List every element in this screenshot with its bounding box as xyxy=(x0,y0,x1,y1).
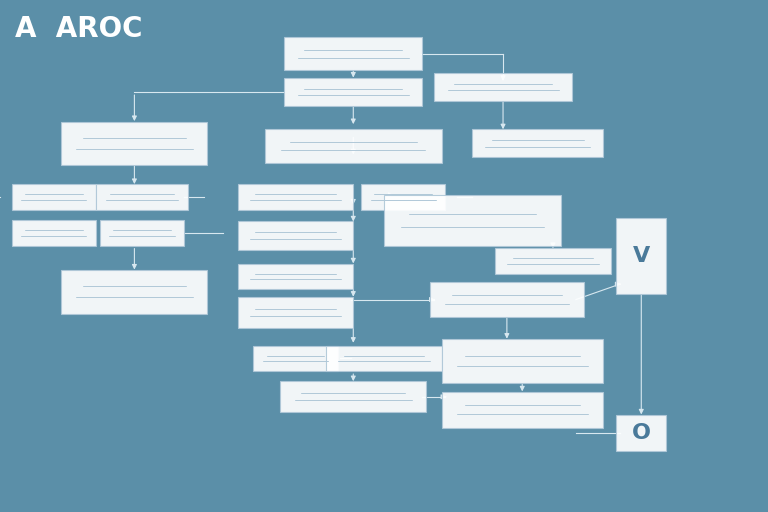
FancyBboxPatch shape xyxy=(361,184,445,210)
FancyBboxPatch shape xyxy=(238,221,353,249)
FancyBboxPatch shape xyxy=(12,184,96,210)
FancyBboxPatch shape xyxy=(96,184,188,210)
FancyBboxPatch shape xyxy=(265,129,442,163)
FancyBboxPatch shape xyxy=(284,78,422,106)
FancyBboxPatch shape xyxy=(430,282,584,317)
FancyBboxPatch shape xyxy=(326,346,442,371)
FancyBboxPatch shape xyxy=(238,184,353,210)
FancyBboxPatch shape xyxy=(616,218,666,294)
FancyBboxPatch shape xyxy=(384,195,561,246)
FancyBboxPatch shape xyxy=(495,248,611,274)
FancyBboxPatch shape xyxy=(12,220,96,246)
FancyBboxPatch shape xyxy=(280,381,426,412)
FancyBboxPatch shape xyxy=(253,346,338,371)
Text: O: O xyxy=(632,422,650,443)
FancyBboxPatch shape xyxy=(61,122,207,165)
FancyBboxPatch shape xyxy=(238,264,353,289)
Text: A  AROC: A AROC xyxy=(15,15,143,44)
Text: V: V xyxy=(633,246,650,266)
FancyBboxPatch shape xyxy=(61,270,207,313)
FancyBboxPatch shape xyxy=(442,392,603,428)
FancyBboxPatch shape xyxy=(284,37,422,70)
FancyBboxPatch shape xyxy=(238,297,353,328)
FancyBboxPatch shape xyxy=(434,73,572,101)
FancyBboxPatch shape xyxy=(442,339,603,383)
FancyBboxPatch shape xyxy=(472,129,603,158)
FancyBboxPatch shape xyxy=(616,415,666,451)
FancyBboxPatch shape xyxy=(100,220,184,246)
